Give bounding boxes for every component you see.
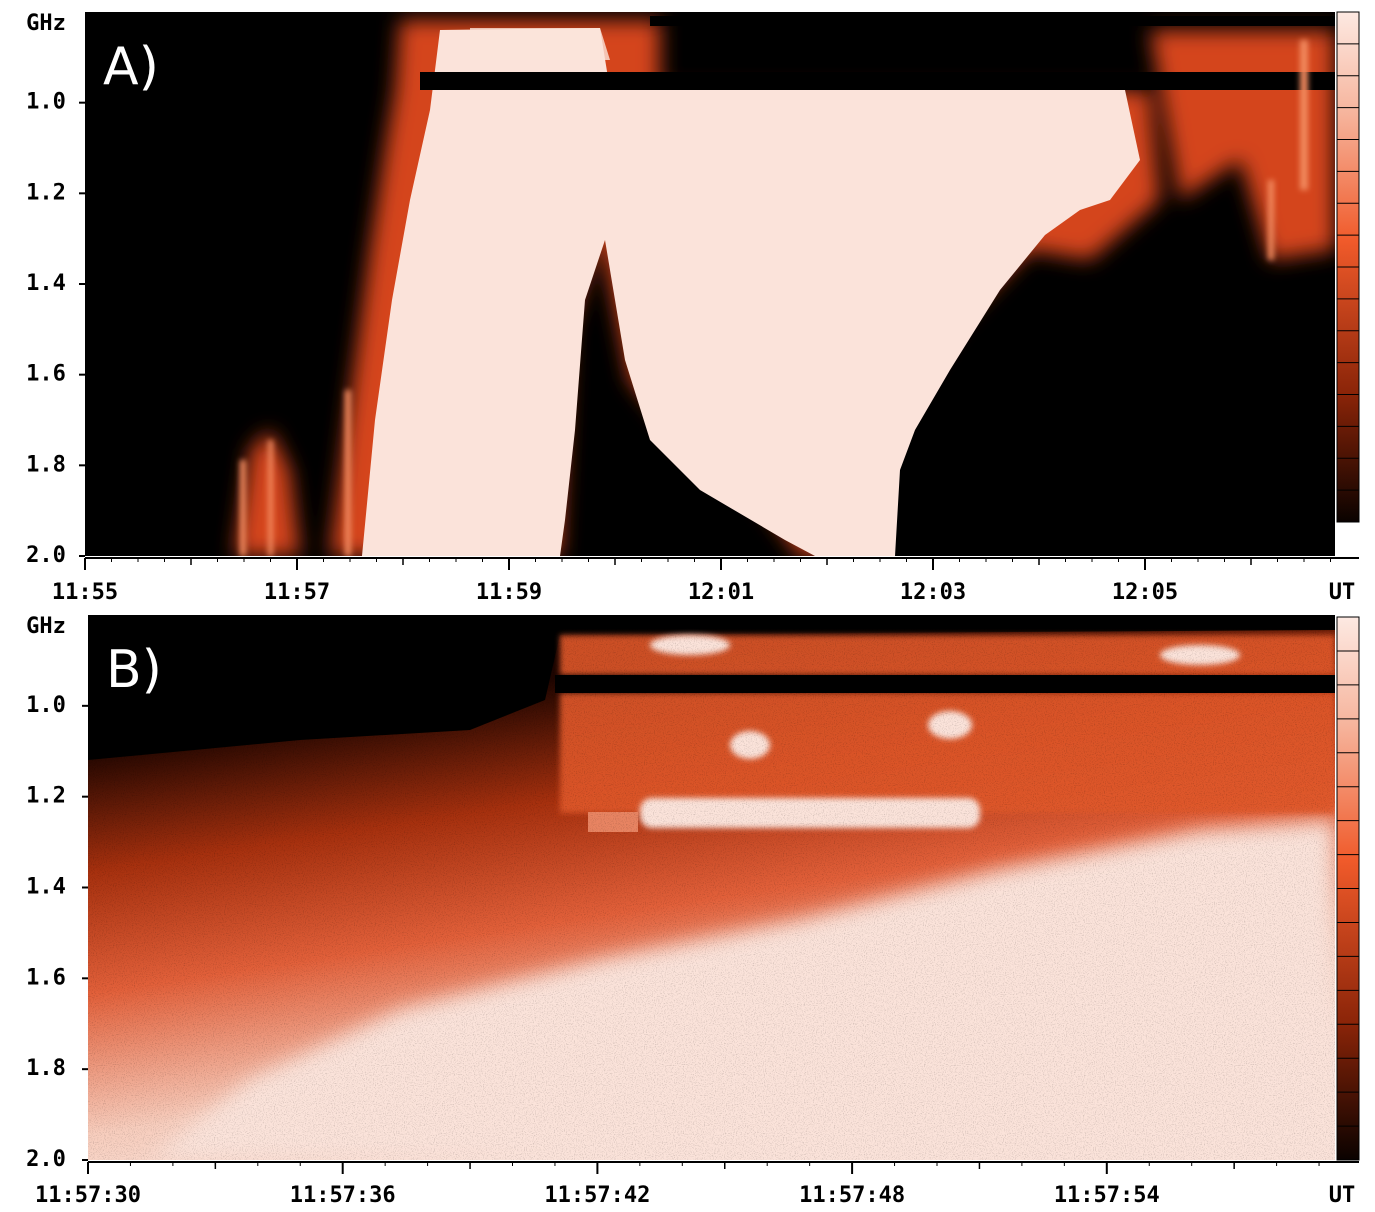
- x-tick-label: 11:57:30: [35, 1183, 141, 1208]
- y-tick-label: 1.2: [26, 180, 66, 205]
- x-tick-label: 11:57:54: [1054, 1183, 1160, 1208]
- x-tick-label: 12:05: [1112, 580, 1178, 605]
- x-tick-label: 11:57:36: [290, 1183, 396, 1208]
- y-tick-label: 1.0: [26, 90, 66, 115]
- y-tick-label: 1.4: [26, 271, 66, 296]
- x-tick-label: 11:59: [476, 580, 542, 605]
- y-tick-label: 1.4: [26, 875, 66, 900]
- y-tick-label: 1.0: [26, 693, 66, 718]
- y-axis-label: GHz: [26, 11, 66, 36]
- y-tick-label: 2.0: [26, 1147, 66, 1172]
- x-tick-label: 11:57:48: [799, 1183, 905, 1208]
- y-tick-label: 1.6: [26, 362, 66, 387]
- panel-label: A): [103, 37, 159, 97]
- spectrogram-b: [88, 615, 1335, 1160]
- y-tick-label: 1.2: [26, 784, 66, 809]
- y-tick-label: 1.8: [26, 452, 66, 477]
- x-tick-label: 12:01: [688, 580, 754, 605]
- x-axis-label: UT: [1329, 1183, 1356, 1208]
- x-tick-label: 12:03: [900, 580, 966, 605]
- x-tick-label: 11:57:42: [544, 1183, 650, 1208]
- y-tick-label: 1.6: [26, 965, 66, 990]
- y-tick-label: 1.8: [26, 1056, 66, 1081]
- spectrogram-a: [85, 12, 1335, 556]
- y-tick-label: 2.0: [26, 543, 66, 568]
- x-tick-label: 11:57: [264, 580, 330, 605]
- y-axis-label: GHz: [26, 614, 66, 639]
- x-axis-label: UT: [1329, 580, 1356, 605]
- x-tick-label: 11:55: [52, 580, 118, 605]
- panel-label: B): [106, 640, 162, 700]
